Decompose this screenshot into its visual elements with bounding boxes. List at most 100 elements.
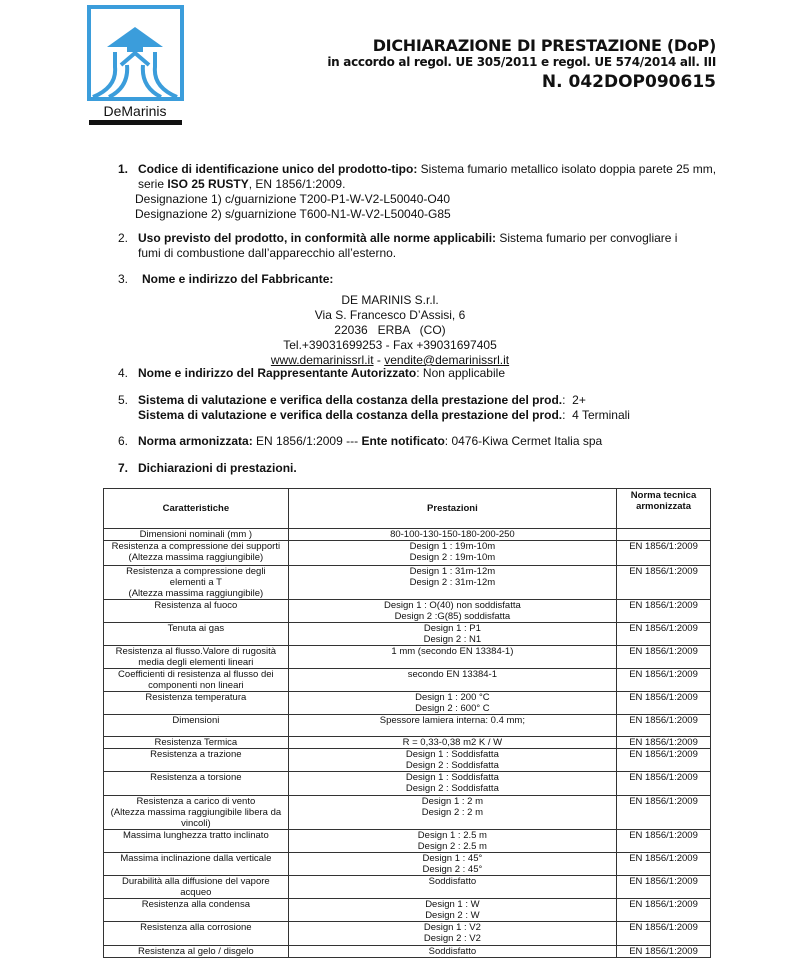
performance-cell: Design 1 : O(40) non soddisfatta Design … [287,599,618,623]
table-row: Dimensioni Spessore lamiera interna: 0.4 … [103,714,711,737]
characteristic-cell: Resistenza a compressione degli elementi… [103,565,289,600]
standard-cell: EN 1856/1:2009 [616,565,711,600]
section-number: 3. [118,272,129,286]
table-row: Resistenza alla corrosione Design 1 : V2 … [103,921,711,946]
standard-cell: EN 1856/1:2009 [616,795,711,830]
section-text: fumi di combustione dall’apparecchio all… [138,246,397,260]
series-name: ISO 25 RUSTY [167,177,249,191]
section-label: Codice di identificazione unico del prod… [138,162,418,176]
performance-cell: Design 1 : W Design 2 : W [287,898,618,922]
standard-cell: EN 1856/1:2009 [616,945,711,958]
section-number: 6. [118,434,129,448]
phone-fax: Tel.+39031699253 - Fax +39031697405 [283,338,497,352]
section-text: Sistema fumario metallico isolato doppia… [417,162,717,176]
section-label: Nome e indirizzo del Fabbricante: [142,272,334,286]
section-number: 5. [118,393,129,407]
demarinis-logo: DeMarinis [87,5,184,125]
table-row: Resistenza a torsione Design 1 : Soddisfa… [103,771,711,796]
table-row: Resistenza al gelo / disgelo Soddisfatto E… [103,945,711,958]
separator: - [373,353,385,367]
standard-cell: EN 1856/1:2009 [616,540,711,566]
characteristic-cell: Resistenza a torsione [103,771,289,796]
performance-cell: Design 1 : Soddisfatta Design 2 : Soddis… [287,748,618,772]
section-label: Sistema di valutazione e verifica della … [138,408,563,422]
performance-cell: secondo EN 13384-1 [287,668,618,692]
text: , EN 1856/1:2009. [248,177,346,191]
section-text: : 2+ [562,393,586,407]
performance-cell: Design 1 : 19m-10m Design 2 : 19m-10m [287,540,618,566]
table-row: Dimensioni nominali (mm ) 80-100-130-150-… [103,528,711,541]
standard-cell: EN 1856/1:2009 [616,748,711,772]
section-label: Norma armonizzata: [138,434,253,448]
standard-cell: EN 1856/1:2009 [616,898,711,922]
section-text: : 4 Terminali [562,408,630,422]
table-row: Resistenza al flusso.Valore di rugosità … [103,645,711,669]
table-header-row: Caratteristiche Prestazioni Norma tecnic… [103,488,711,529]
table-row: Durabilità alla diffusione del vapore ac… [103,875,711,899]
street: Via S. Francesco D’Assisi, 6 [314,308,466,322]
performance-cell: Design 1 : P1 Design 2 : N1 [287,622,618,646]
performance-cell: Design 1 : Soddisfatta Design 2 : Soddis… [287,771,618,796]
standard-cell [616,528,711,541]
table-row: Tenuta ai gas Design 1 : P1 Design 2 : N1… [103,622,711,646]
section-label: Uso previsto del prodotto, in conformità… [138,231,497,245]
characteristic-cell: Resistenza a compressione dei supporti (… [103,540,289,566]
section-text: Sistema fumario per convogliare i [496,231,678,245]
characteristic-cell: Durabilità alla diffusione del vapore ac… [103,875,289,899]
email-link[interactable]: vendite@demarinissrl.it [384,353,510,367]
characteristic-cell: Massima inclinazione dalla verticale [103,852,289,876]
section-label: Ente notificato [361,434,445,448]
table-row: Resistenza alla condensa Design 1 : W Des… [103,898,711,922]
characteristic-cell: Massima lunghezza tratto inclinato [103,829,289,853]
standard-cell: EN 1856/1:2009 [616,875,711,899]
standard-cell: EN 1856/1:2009 [616,691,711,715]
characteristic-cell: Resistenza temperatura [103,691,289,715]
performance-cell: Design 1 : 2 m Design 2 : 2 m [287,795,618,830]
table-row: Resistenza al fuoco Design 1 : O(40) non … [103,599,711,623]
company-name: DE MARINIS S.r.l. [341,293,439,307]
city: 22036 ERBA (CO) [334,323,446,337]
standard-cell: EN 1856/1:2009 [616,645,711,669]
performance-cell: 1 mm (secondo EN 13384-1) [287,645,618,669]
section-text: : Non applicabile [416,366,505,380]
characteristic-cell: Dimensioni nominali (mm ) [103,528,289,541]
website-link[interactable]: www.demarinissrl.it [270,353,374,367]
characteristic-cell: Resistenza Termica [103,736,289,749]
standard-cell: EN 1856/1:2009 [616,829,711,853]
section-number: 1. [118,162,129,176]
column-header: Prestazioni [287,488,618,529]
performance-cell: Soddisfatto [287,875,618,899]
standard-cell: EN 1856/1:2009 [616,668,711,692]
svg-text:DeMarinis: DeMarinis [103,103,166,119]
section-text: EN 1856/1:2009 --- [252,434,362,448]
performance-table: Caratteristiche Prestazioni Norma tecnic… [103,488,711,958]
characteristic-cell: Resistenza a trazione [103,748,289,772]
section-text: : 0476-Kiwa Cermet Italia spa [444,434,603,448]
performance-cell: Design 1 : 45° Design 2 : 45° [287,852,618,876]
performance-cell: 80-100-130-150-180-200-250 [287,528,618,541]
performance-cell: Design 1 : 2.5 m Design 2 : 2.5 m [287,829,618,853]
performance-cell: R = 0,33-0,38 m2 K / W [287,736,618,749]
standard-cell: EN 1856/1:2009 [616,622,711,646]
section-number: 7. [118,461,129,475]
table-row: Resistenza a compressione dei supporti (… [103,540,711,566]
performance-cell: Spessore lamiera interna: 0.4 mm; [287,714,618,737]
section-label: Sistema di valutazione e verifica della … [138,393,563,407]
table-row: Resistenza a compressione degli elementi… [103,565,711,600]
document-title: DICHIARAZIONE DI PRESTAZIONE (DoP) [372,36,717,55]
characteristic-cell: Resistenza a carico di vento (Altezza ma… [103,795,289,830]
characteristic-cell: Resistenza al fuoco [103,599,289,623]
table-row: Coefficienti di resistenza al flusso dei… [103,668,711,692]
characteristic-cell: Dimensioni [103,714,289,737]
column-header: Norma tecnica armonizzata [616,488,711,529]
performance-cell: Design 1 : 200 °C Design 2 : 600° C [287,691,618,715]
table-row: Resistenza a carico di vento (Altezza ma… [103,795,711,830]
text: serie [138,177,168,191]
characteristic-cell: Resistenza al gelo / disgelo [103,945,289,958]
designation-1: Designazione 1) c/guarnizione T200-P1-W-… [135,192,451,206]
standard-cell: EN 1856/1:2009 [616,771,711,796]
characteristic-cell: Resistenza alla condensa [103,898,289,922]
performance-cell: Design 1 : 31m-12m Design 2 : 31m-12m [287,565,618,600]
document-subtitle: in accordo al regol. UE 305/2011 e regol… [327,55,716,69]
